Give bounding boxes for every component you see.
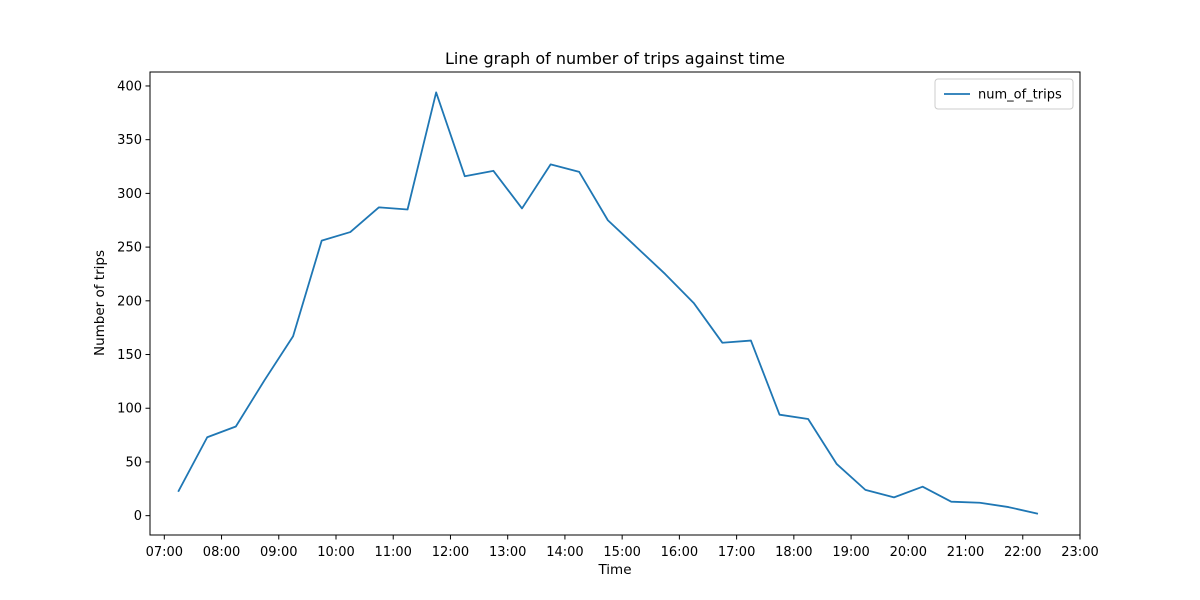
x-tick-label: 08:00: [203, 545, 240, 560]
y-tick-label: 250: [117, 241, 142, 256]
chart-title: Line graph of number of trips against ti…: [445, 49, 785, 68]
x-tick-label: 07:00: [146, 545, 183, 560]
y-tick-label: 350: [117, 133, 142, 148]
y-tick-label: 100: [117, 402, 142, 417]
x-axis-label: Time: [597, 562, 631, 578]
y-tick-label: 200: [117, 294, 142, 309]
legend-box: [934, 78, 1074, 110]
x-tick-label: 17:00: [718, 545, 755, 560]
x-tick-label: 11:00: [374, 545, 411, 560]
x-tick-label: 10:00: [317, 545, 354, 560]
y-tick-label: 400: [117, 79, 142, 94]
x-tick-label: 12:00: [432, 545, 469, 560]
y-tick-label: 0: [134, 509, 142, 524]
x-tick-label: 19:00: [832, 545, 869, 560]
x-tick-label: 13:00: [489, 545, 526, 560]
y-tick-label: 50: [125, 455, 142, 470]
x-tick-label: 21:00: [947, 545, 984, 560]
x-tick-label: 09:00: [260, 545, 297, 560]
plot-area: 0 50 100 150 200 250 300 350 400 07:00 08:00 09:00 1…: [117, 71, 1099, 560]
x-tick-label: 22:00: [1004, 545, 1041, 560]
y-tick-label: 150: [117, 348, 142, 363]
axes-frame: [149, 71, 1081, 536]
x-tick-label: 18:00: [775, 545, 812, 560]
x-tick-label: 14:00: [546, 545, 583, 560]
y-tick-label: 300: [117, 187, 142, 202]
legend-label: num_of_trips: [978, 88, 1062, 103]
y-axis-label: Number of trips: [92, 250, 108, 356]
x-tick-label: 16:00: [661, 545, 698, 560]
series-line-num-of-trips: [177, 91, 1039, 515]
x-tick-label: 23:00: [1061, 545, 1098, 560]
x-tick-label: 20:00: [890, 545, 927, 560]
x-tick-label: 15:00: [603, 545, 640, 560]
